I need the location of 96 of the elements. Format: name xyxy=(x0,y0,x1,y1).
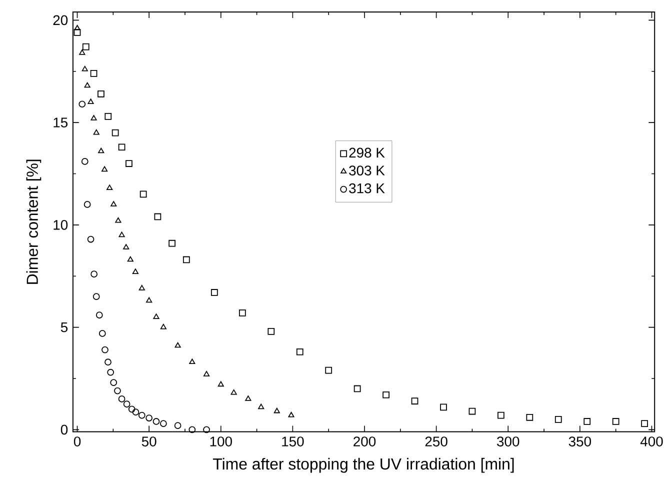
point xyxy=(152,418,160,426)
y-tick-label: 15 xyxy=(54,118,68,128)
point xyxy=(288,412,294,418)
point xyxy=(123,400,130,408)
point xyxy=(612,418,620,426)
point xyxy=(96,312,103,319)
point xyxy=(78,100,86,108)
point xyxy=(154,213,162,220)
point xyxy=(126,160,132,168)
x-tick-label: 100 xyxy=(210,436,232,447)
point xyxy=(98,90,104,98)
point xyxy=(82,66,88,72)
point xyxy=(554,416,562,424)
point xyxy=(123,244,130,250)
point xyxy=(230,390,237,395)
point xyxy=(382,392,390,398)
point xyxy=(245,396,252,402)
point xyxy=(268,328,275,335)
point xyxy=(90,70,98,78)
point xyxy=(110,379,118,386)
point xyxy=(174,342,181,348)
point xyxy=(81,158,88,166)
point xyxy=(132,268,138,274)
y-tick-label: 0 xyxy=(60,424,68,435)
point xyxy=(203,371,210,376)
point xyxy=(87,236,94,243)
point xyxy=(104,113,112,120)
point xyxy=(160,420,167,428)
point xyxy=(128,406,136,413)
x-tick-label: 50 xyxy=(142,436,156,447)
point xyxy=(325,367,332,374)
point xyxy=(210,289,218,296)
point xyxy=(468,408,476,415)
point xyxy=(106,184,113,190)
point xyxy=(526,414,534,421)
x-axis-title: Time after stopping the UV irradiation [min] xyxy=(213,458,514,473)
point xyxy=(238,310,246,317)
point xyxy=(118,396,126,403)
x-tick-label: 400 xyxy=(640,436,663,447)
point xyxy=(110,201,117,207)
point xyxy=(98,330,106,338)
x-tick-label: 0 xyxy=(74,436,81,447)
point xyxy=(132,408,140,416)
point xyxy=(411,398,418,405)
point xyxy=(296,348,304,356)
point xyxy=(274,408,280,414)
point xyxy=(115,218,122,223)
point xyxy=(203,426,210,434)
point xyxy=(189,358,196,364)
point xyxy=(114,388,121,394)
point xyxy=(90,270,98,278)
point xyxy=(118,232,125,238)
point xyxy=(88,98,94,104)
point xyxy=(107,369,114,376)
point xyxy=(354,385,361,392)
point xyxy=(497,412,504,419)
point xyxy=(258,404,264,410)
point xyxy=(138,285,145,290)
legend-label: 298 K xyxy=(349,148,385,158)
x-tick-label: 250 xyxy=(425,436,448,447)
point xyxy=(74,29,81,36)
point xyxy=(98,148,104,154)
point xyxy=(104,358,112,366)
x-tick-label: 200 xyxy=(354,436,376,447)
point xyxy=(118,144,126,151)
point xyxy=(146,297,152,303)
legend-label: 303 K xyxy=(349,166,385,176)
x-tick-label: 150 xyxy=(282,436,304,447)
y-axis-title: Dimer content [%] xyxy=(26,160,42,284)
point xyxy=(92,293,100,300)
point xyxy=(90,115,97,121)
point xyxy=(168,240,176,247)
point xyxy=(153,314,160,320)
x-tick-label: 350 xyxy=(568,436,592,447)
point xyxy=(84,82,90,88)
y-tick-label: 20 xyxy=(53,15,68,26)
legend-label: 313 K xyxy=(349,184,385,194)
point xyxy=(74,25,80,30)
point xyxy=(140,190,147,198)
point xyxy=(112,130,119,136)
point xyxy=(440,404,447,411)
y-tick-label: 5 xyxy=(60,322,68,332)
point xyxy=(174,422,182,430)
point xyxy=(84,201,91,208)
point xyxy=(584,418,591,426)
x-tick-label: 300 xyxy=(497,436,520,447)
point xyxy=(102,166,108,172)
y-tick-label: 10 xyxy=(54,220,68,230)
point xyxy=(127,256,134,262)
point xyxy=(188,426,196,434)
point xyxy=(182,256,190,264)
point xyxy=(102,346,108,354)
point xyxy=(138,412,146,419)
point xyxy=(146,414,153,422)
point xyxy=(218,381,224,387)
point xyxy=(641,420,648,428)
